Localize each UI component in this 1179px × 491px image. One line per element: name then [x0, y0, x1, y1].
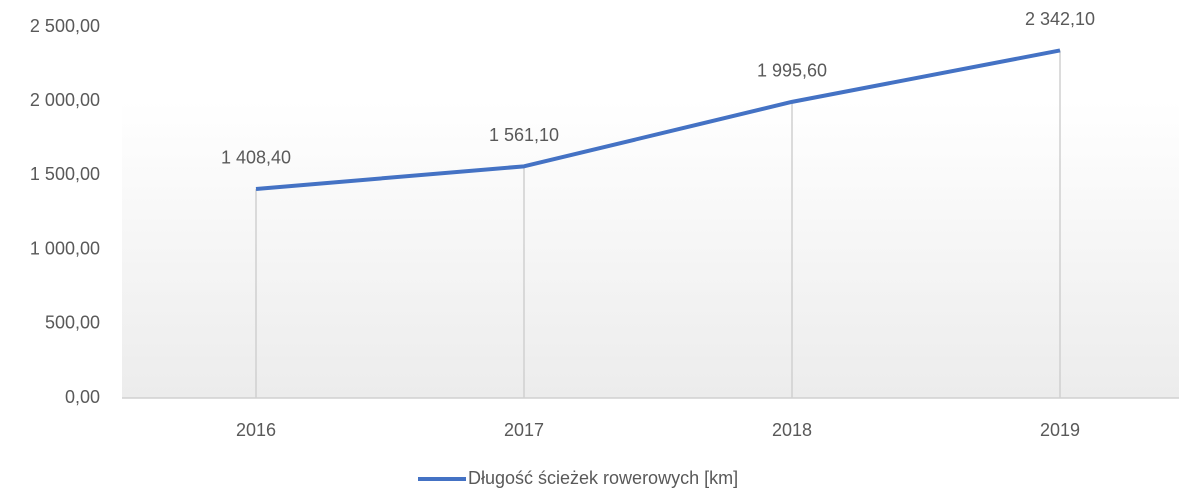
y-tick-label: 2 000,00: [30, 90, 100, 110]
y-tick-label: 2 500,00: [30, 16, 100, 36]
legend-label: Długość ścieżek rowerowych [km]: [468, 468, 738, 488]
x-tick-label: 2018: [772, 420, 812, 440]
x-tick-label: 2017: [504, 420, 544, 440]
y-tick-label: 1 500,00: [30, 164, 100, 184]
x-tick-label: 2019: [1040, 420, 1080, 440]
y-tick-label: 1 000,00: [30, 238, 100, 258]
data-label: 1 995,60: [757, 61, 827, 81]
series-line: [255, 48, 1061, 191]
y-tick-label: 500,00: [45, 313, 100, 333]
data-label: 2 342,10: [1025, 9, 1095, 29]
y-tick-label: 0,00: [65, 387, 100, 407]
plot-background: [122, 100, 1179, 398]
x-tick-label: 2016: [236, 420, 276, 440]
data-label: 1 408,40: [221, 148, 291, 168]
data-label: 1 561,10: [489, 125, 559, 145]
